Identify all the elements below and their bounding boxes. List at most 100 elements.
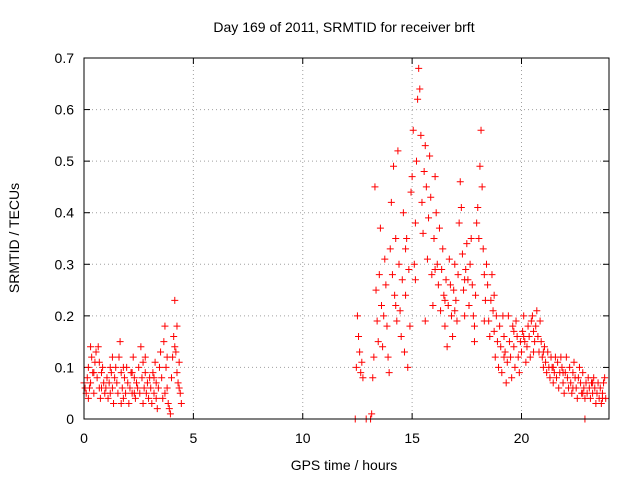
- data-point: [425, 214, 433, 222]
- data-point: [589, 379, 597, 387]
- data-point: [352, 363, 360, 371]
- data-point: [170, 332, 178, 340]
- data-point: [510, 327, 518, 335]
- data-point: [373, 317, 381, 325]
- data-point: [403, 235, 411, 242]
- data-point: [145, 394, 153, 402]
- data-point: [103, 374, 111, 382]
- data-point: [534, 332, 542, 340]
- data-point: [369, 374, 377, 382]
- data-point: [149, 369, 157, 377]
- data-point: [520, 332, 528, 340]
- data-point: [140, 384, 148, 392]
- data-point: [124, 379, 132, 387]
- data-point: [158, 374, 166, 382]
- data-point: [533, 307, 541, 315]
- y-axis: 0 0.1 0.2 0.3 0.4 0.5 0.6 0.7: [55, 50, 609, 427]
- data-point: [531, 338, 539, 346]
- data-point: [575, 363, 583, 371]
- data-point: [104, 394, 112, 402]
- data-point: [110, 400, 118, 408]
- data-point: [99, 363, 107, 371]
- data-point: [596, 384, 604, 392]
- data-point: [126, 384, 134, 392]
- data-point: [530, 327, 538, 335]
- data-point: [503, 358, 511, 366]
- data-point: [108, 353, 116, 361]
- data-point: [555, 384, 563, 392]
- data-point: [528, 312, 536, 320]
- data-point: [598, 394, 606, 402]
- data-point: [549, 379, 557, 387]
- data-point: [457, 204, 465, 212]
- data-point: [509, 322, 517, 330]
- data-point: [559, 369, 567, 377]
- data-point: [446, 281, 454, 289]
- data-point: [469, 312, 477, 320]
- data-point: [398, 276, 406, 284]
- data-point: [382, 281, 390, 289]
- data-point: [465, 302, 473, 310]
- data-point: [560, 389, 568, 397]
- data-point: [480, 271, 488, 279]
- data-point: [90, 389, 98, 397]
- data-point: [455, 219, 463, 227]
- data-point: [453, 317, 461, 325]
- data-point: [511, 363, 519, 371]
- data-point: [450, 286, 458, 294]
- data-point: [568, 389, 576, 397]
- data-point: [96, 394, 104, 402]
- data-point: [537, 338, 545, 346]
- data-point: [387, 198, 395, 206]
- data-point: [554, 358, 562, 366]
- data-point: [414, 95, 422, 103]
- data-point: [518, 348, 525, 356]
- data-point: [160, 338, 168, 346]
- data-point: [559, 379, 567, 387]
- data-point: [461, 312, 469, 320]
- data-point: [470, 322, 478, 330]
- data-point: [117, 369, 125, 377]
- data-point: [381, 255, 389, 263]
- data-point: [438, 265, 446, 273]
- data-point: [393, 317, 401, 325]
- data-point: [384, 353, 392, 361]
- data-point: [463, 240, 471, 248]
- x-tick-label: 5: [189, 430, 197, 446]
- data-point: [357, 369, 365, 377]
- data-point: [421, 142, 429, 150]
- data-point: [567, 379, 575, 387]
- data-points: [80, 64, 610, 423]
- grid-lines: [84, 58, 609, 419]
- data-point: [87, 343, 95, 351]
- data-point: [490, 291, 498, 299]
- data-point: [515, 369, 523, 377]
- data-point: [505, 338, 513, 346]
- data-point: [472, 291, 480, 299]
- data-point: [139, 358, 147, 366]
- data-point: [558, 363, 566, 371]
- data-point: [570, 358, 578, 366]
- data-point: [586, 394, 594, 402]
- data-point: [462, 265, 470, 273]
- x-tick-label: 0: [80, 430, 88, 446]
- data-point: [574, 374, 582, 382]
- data-point: [520, 312, 528, 320]
- data-point: [444, 302, 452, 310]
- data-point: [392, 235, 400, 242]
- data-point: [470, 338, 478, 346]
- data-point: [375, 271, 383, 279]
- data-point: [150, 389, 158, 397]
- data-point: [117, 400, 125, 408]
- data-point: [98, 369, 105, 377]
- data-point: [553, 374, 560, 382]
- data-point: [111, 374, 119, 382]
- data-point: [419, 229, 427, 237]
- data-point: [500, 353, 508, 361]
- data-point: [130, 374, 138, 382]
- data-point: [504, 312, 512, 320]
- y-axis-label: SRMTID / TECUs: [6, 183, 22, 293]
- data-point: [530, 348, 538, 356]
- data-point: [173, 369, 181, 377]
- data-point: [358, 358, 366, 366]
